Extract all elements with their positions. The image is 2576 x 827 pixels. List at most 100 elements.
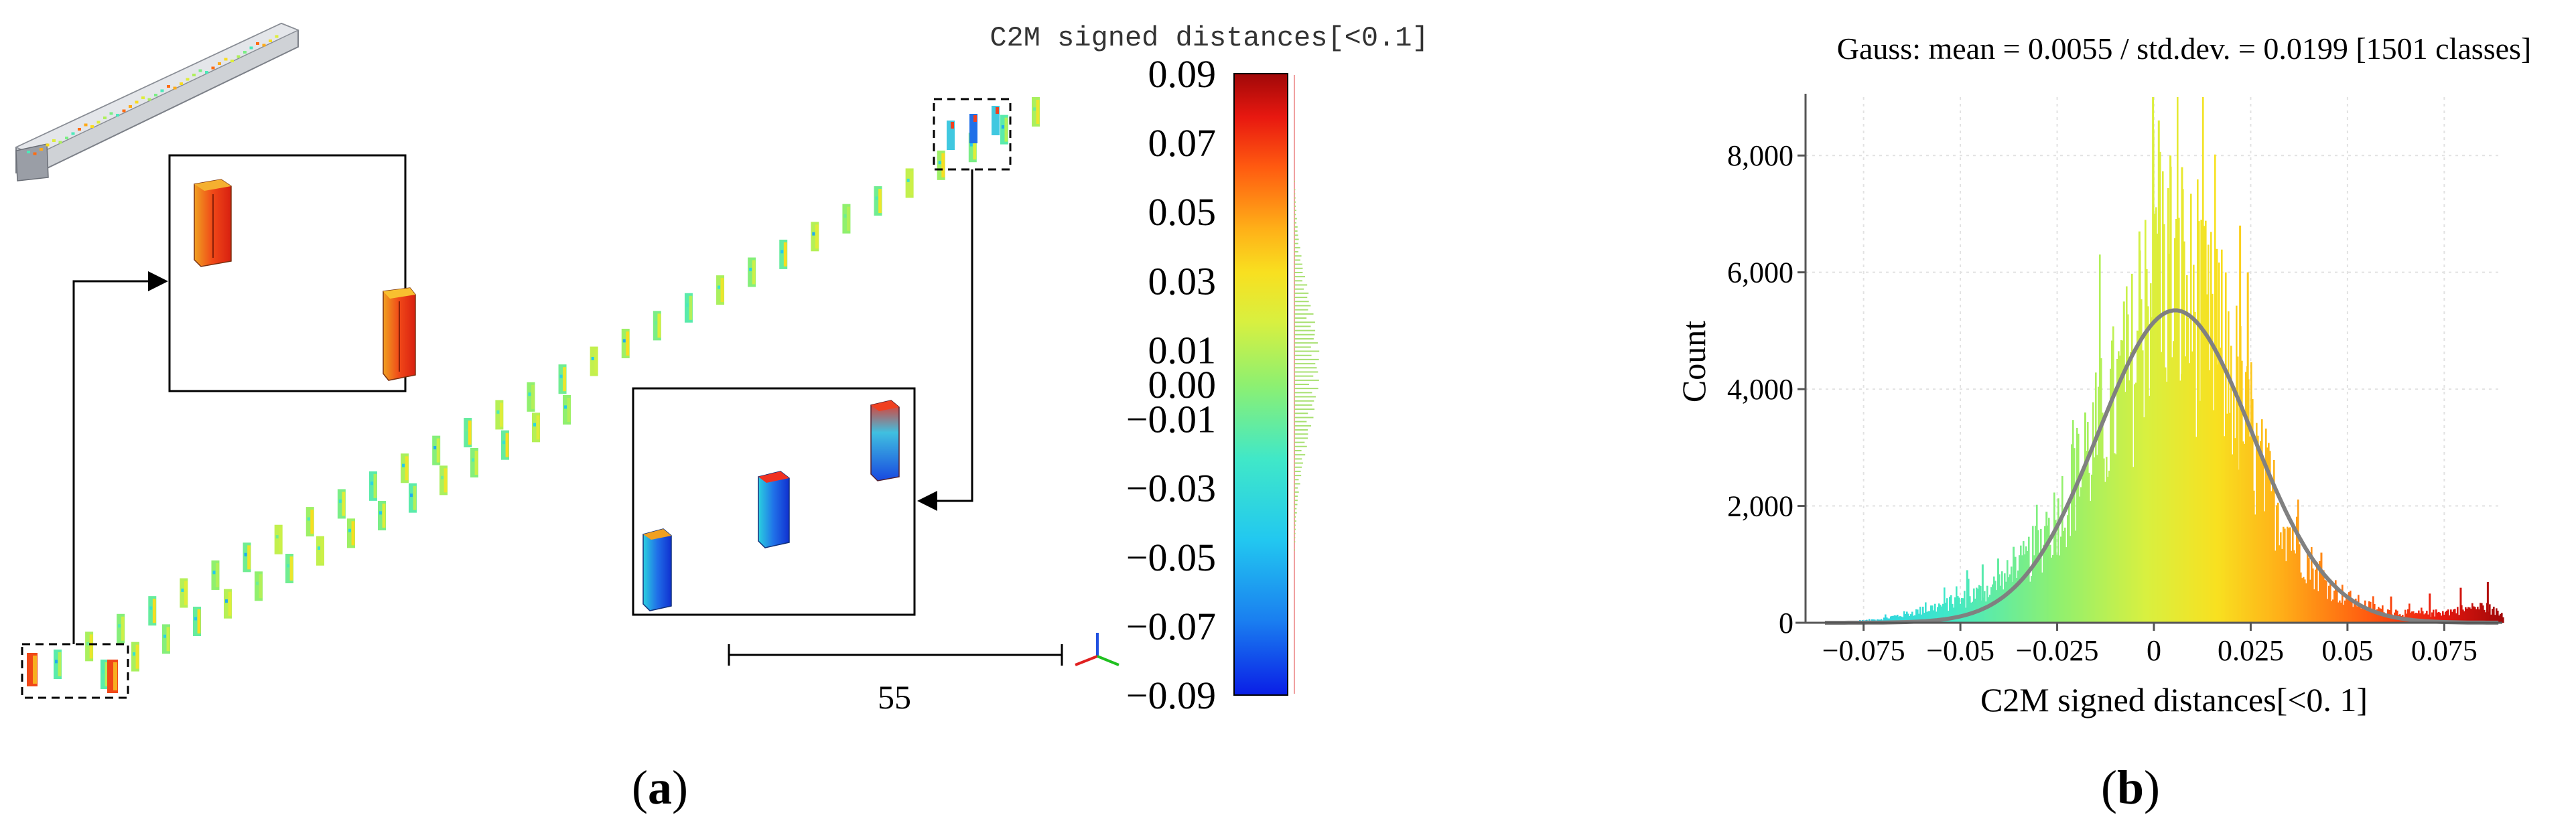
histogram-bar (2347, 599, 2349, 623)
histogram-bar (2423, 614, 2425, 623)
histogram-bar (2114, 453, 2116, 623)
specimen-column (54, 650, 62, 679)
histogram-bar (2212, 293, 2214, 623)
specimen-column (716, 275, 725, 305)
histogram-bar (2500, 613, 2502, 623)
histogram-bar (2502, 617, 2504, 623)
histogram-bar (2501, 613, 2503, 623)
histogram-spike (2459, 587, 2462, 623)
histogram-bar (2317, 591, 2319, 623)
histogram-bar (2020, 545, 2022, 623)
histogram-bar (2132, 467, 2134, 623)
histogram-bar (1940, 605, 1942, 623)
histogram-bar (2484, 609, 2486, 623)
specimen-column (306, 507, 314, 537)
thumbnail-speck (256, 42, 259, 45)
histogram-spike (1981, 564, 1984, 623)
histogram-bar (2087, 422, 2089, 623)
histogram-spike (2239, 225, 2242, 623)
histogram-bar (2009, 574, 2011, 623)
histogram-bar (1890, 616, 1892, 623)
histogram-bar (2198, 221, 2200, 623)
histogram-bar (1933, 610, 1935, 623)
thumbnail-speck (90, 125, 94, 128)
colorbar-tick-label: −0.07 (1126, 605, 1216, 648)
histogram-bar (2288, 528, 2290, 623)
histogram-bar (2485, 612, 2487, 623)
histogram-bar (2234, 438, 2236, 623)
colorbar-tick-label: 0.09 (1148, 52, 1217, 96)
histogram-bar (2000, 585, 2002, 623)
histogram-bar (2195, 437, 2197, 623)
histogram-bar (1923, 613, 1925, 623)
histogram-bar (2111, 340, 2113, 623)
histogram-bar (1946, 598, 1948, 623)
histogram-bar (2477, 607, 2479, 623)
specimen-column (1000, 115, 1008, 145)
histogram-bar (1918, 613, 1920, 623)
histogram-bar (1883, 617, 1885, 623)
histogram-bar (1969, 596, 1971, 623)
histogram-bar (2376, 609, 2378, 623)
histogram-bar (2163, 224, 2165, 623)
histogram-bar (2080, 487, 2082, 623)
histogram-bar (2467, 607, 2469, 623)
histogram-bar (2437, 612, 2439, 623)
histogram-bar (2447, 609, 2449, 623)
histogram-bar (2094, 457, 2096, 623)
specimen-column (224, 589, 232, 619)
specimen-column-highlighted (27, 653, 38, 686)
histogram-bar (2257, 435, 2259, 623)
histogram-bar (2232, 454, 2234, 623)
histogram-bar (2356, 606, 2358, 623)
histogram-spike (2169, 155, 2172, 623)
thumbnail-speck (180, 82, 183, 85)
histogram-bar (2455, 613, 2457, 623)
histogram-bar (1993, 576, 1995, 623)
histogram-bar (2463, 611, 2465, 623)
histogram-bar (2291, 550, 2293, 623)
histogram-bar (2497, 610, 2499, 623)
histogram-bar (2178, 218, 2180, 623)
histogram-bar (2225, 272, 2227, 623)
histogram-bar (2205, 220, 2207, 623)
histogram-bar (2095, 372, 2097, 623)
histogram-bar (1957, 596, 1959, 623)
histogram-bar (2481, 603, 2483, 623)
colorbar-tick-label: −0.01 (1126, 398, 1216, 441)
histogram-bar (2476, 609, 2478, 623)
histogram-bar (2498, 615, 2500, 623)
histogram-bar (2233, 388, 2235, 623)
histogram-bar (2027, 550, 2029, 623)
histogram-bar (2161, 352, 2163, 623)
histogram-bar (2466, 608, 2468, 623)
histogram-bar (2177, 97, 2179, 623)
specimen-column (748, 257, 756, 287)
histogram-bar (2103, 458, 2105, 623)
histogram-bar (2088, 472, 2090, 623)
histogram-bar (2252, 398, 2254, 623)
histogram-bar (2480, 603, 2482, 623)
histogram-bar (2383, 612, 2385, 623)
specimen-column (180, 578, 188, 608)
histogram-bar (2127, 314, 2129, 623)
specimen-column (255, 571, 263, 601)
histogram-bar (2221, 249, 2223, 623)
colorbar-tick-label: 0.00 (1148, 363, 1217, 406)
histogram-spike (2152, 97, 2155, 623)
histogram-bar (2414, 613, 2416, 623)
specimen-column (409, 483, 417, 513)
histogram-bar (1945, 603, 1947, 623)
thumbnail-speck (27, 151, 30, 153)
histogram-bar (1885, 614, 1887, 623)
histogram-bar (2325, 581, 2327, 623)
histogram-bar (2072, 420, 2074, 623)
histogram-bar (2299, 544, 2301, 623)
x-axis-label: C2M signed distances[<0. 1] (1980, 681, 2368, 719)
histogram-bar (1891, 615, 1893, 623)
histogram-bar (2060, 536, 2062, 623)
histogram-bar (2281, 548, 2283, 623)
histogram-bar (1968, 579, 1970, 623)
thumbnail-speck (58, 141, 62, 144)
